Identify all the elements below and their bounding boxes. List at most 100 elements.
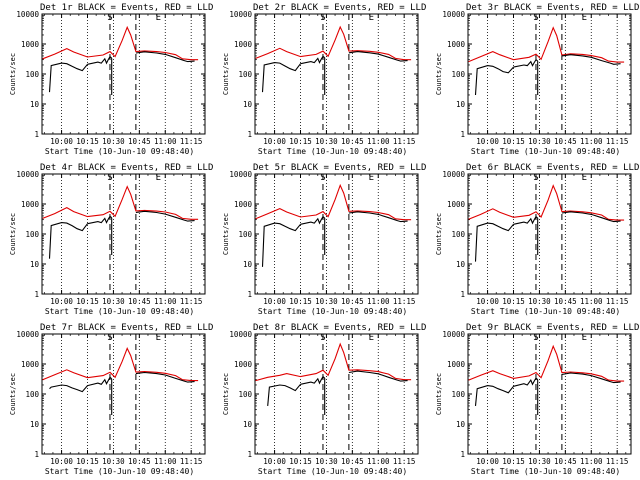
series-events-line — [135, 210, 195, 222]
x-tick-label: 10:45 — [128, 137, 151, 146]
y-tick-label: 1 — [460, 450, 465, 459]
y-axis-label: Counts/sec — [222, 213, 230, 255]
x-tick-label: 11:00 — [154, 457, 177, 466]
axes-frame — [254, 333, 419, 455]
y-tick-label: 10 — [30, 100, 40, 109]
axes-frame — [467, 13, 632, 135]
y-axis-label: Counts/sec — [9, 53, 17, 95]
y-axis-label: Counts/sec — [435, 373, 443, 415]
y-tick-label: 1000 — [21, 40, 40, 49]
y-tick-label: 1000 — [447, 200, 466, 209]
y-tick-label: 10000 — [229, 10, 252, 19]
panel-title: Det 5r BLACK = Events, RED = LLD — [253, 163, 426, 173]
y-tick-label: 1 — [460, 290, 465, 299]
x-tick-label: 10:15 — [289, 137, 312, 146]
panel-title: Det 8r BLACK = Events, RED = LLD — [253, 323, 426, 333]
series-lld-line — [255, 25, 412, 61]
x-tick-label: 10:00 — [50, 137, 73, 146]
y-tick-label: 100 — [25, 230, 39, 239]
y-tick-label: 1000 — [21, 360, 40, 369]
series-lld-line — [42, 25, 199, 61]
y-tick-label: 1 — [460, 130, 465, 139]
series-lld-line — [468, 26, 625, 63]
series-events-line — [561, 372, 621, 384]
y-tick-label: 100 — [451, 70, 465, 79]
y-tick-label: 10000 — [16, 330, 39, 339]
y-axis-label: Counts/sec — [9, 373, 17, 415]
y-tick-label: 10 — [456, 100, 466, 109]
y-tick-label: 10000 — [229, 330, 252, 339]
y-tick-label: 100 — [25, 390, 39, 399]
y-tick-label: 10 — [30, 260, 40, 269]
series-lld-line — [468, 344, 625, 382]
series-events-line — [348, 370, 408, 382]
marker-label-e: E — [369, 173, 374, 183]
marker-label-s: S — [533, 173, 538, 183]
x-axis-label: Start Time (10-Jun-10 09:48:40) — [258, 307, 407, 316]
x-tick-label: 10:30 — [102, 137, 125, 146]
y-tick-label: 1000 — [21, 200, 40, 209]
series-events-line — [513, 58, 539, 68]
marker-label-s: S — [320, 333, 325, 343]
series-events-line — [348, 211, 408, 223]
x-tick-label: 10:00 — [263, 137, 286, 146]
series-events-line — [261, 62, 301, 93]
x-tick-label: 10:30 — [528, 137, 551, 146]
x-tick-label: 10:15 — [502, 457, 525, 466]
panel-title: Det 4r BLACK = Events, RED = LLD — [40, 163, 213, 173]
x-tick-label: 11:00 — [580, 297, 603, 306]
y-tick-label: 10000 — [16, 10, 39, 19]
series-events-line — [267, 383, 301, 406]
series-lld-line — [255, 183, 412, 221]
y-tick-label: 10000 — [229, 170, 252, 179]
y-tick-label: 100 — [238, 70, 252, 79]
series-events-line — [561, 54, 621, 65]
x-tick-label: 10:15 — [76, 137, 99, 146]
panel-title: Det 7r BLACK = Events, RED = LLD — [40, 323, 213, 333]
x-tick-label: 11:00 — [154, 297, 177, 306]
axes-frame — [41, 173, 206, 295]
x-tick-label: 10:30 — [315, 297, 338, 306]
x-tick-label: 11:15 — [180, 297, 203, 306]
marker-label-s: S — [320, 13, 325, 23]
y-tick-label: 1 — [247, 290, 252, 299]
series-events-line — [474, 65, 514, 96]
panel-title: Det 3r BLACK = Events, RED = LLD — [466, 3, 639, 13]
marker-label-e: E — [369, 333, 374, 343]
y-tick-label: 1 — [247, 450, 252, 459]
x-tick-label: 10:00 — [476, 137, 499, 146]
y-tick-label: 1000 — [234, 360, 253, 369]
x-tick-label: 10:30 — [315, 457, 338, 466]
marker-label-s: S — [107, 333, 112, 343]
marker-label-e: E — [582, 13, 587, 23]
series-events-line — [87, 55, 113, 65]
x-axis-label: Start Time (10-Jun-10 09:48:40) — [45, 467, 194, 476]
x-tick-label: 10:00 — [263, 297, 286, 306]
y-tick-label: 1 — [34, 130, 39, 139]
y-tick-label: 10000 — [442, 330, 465, 339]
x-tick-label: 10:15 — [289, 297, 312, 306]
x-tick-label: 11:15 — [606, 137, 629, 146]
x-tick-label: 10:45 — [341, 137, 364, 146]
x-tick-label: 10:45 — [341, 457, 364, 466]
x-tick-label: 11:15 — [606, 297, 629, 306]
x-tick-label: 11:15 — [180, 457, 203, 466]
axes-frame — [254, 173, 419, 295]
x-axis-label: Start Time (10-Jun-10 09:48:40) — [258, 147, 407, 156]
marker-label-e: E — [582, 173, 587, 183]
x-tick-label: 10:45 — [341, 297, 364, 306]
series-events-line — [513, 215, 539, 225]
x-tick-label: 11:15 — [393, 457, 416, 466]
y-tick-label: 10000 — [16, 170, 39, 179]
series-events-line — [87, 215, 113, 225]
x-tick-label: 10:30 — [315, 137, 338, 146]
x-axis-label: Start Time (10-Jun-10 09:48:40) — [471, 307, 620, 316]
x-tick-label: 10:45 — [554, 137, 577, 146]
y-tick-label: 10 — [456, 420, 466, 429]
y-tick-label: 1 — [247, 130, 252, 139]
